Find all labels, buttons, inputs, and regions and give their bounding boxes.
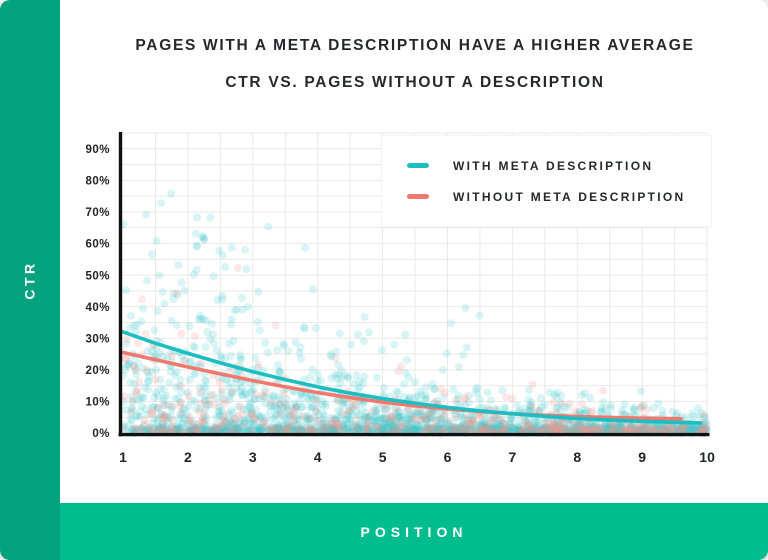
legend-label: WITH META DESCRIPTION [453,158,654,173]
trend-line-without-meta [121,350,683,421]
chart-title: PAGES WITH A META DESCRIPTION HAVE A HIG… [70,27,760,101]
x-tick-label: 7 [509,449,517,465]
legend: WITH META DESCRIPTION WITHOUT META DESCR… [381,135,712,227]
legend-item-with-meta: WITH META DESCRIPTION [407,159,711,173]
x-tick-label: 9 [638,449,646,465]
x-tick-label: 2 [184,449,192,465]
y-tick-labels: 0% 10% 20% 30% 40% 50% 60% 70% 80% 90% [85,144,110,440]
y-tick-label: 60% [85,239,110,251]
x-tick-label: 5 [379,449,387,465]
y-axis-band [0,0,60,560]
y-axis-title: CTR [0,0,60,560]
x-tick-label: 8 [573,449,581,465]
x-tick-label: 3 [249,449,257,465]
chart-title-line1: PAGES WITH A META DESCRIPTION HAVE A HIG… [135,37,695,54]
y-tick-label: 80% [85,176,110,188]
y-tick-label: 10% [85,397,110,409]
scatter-plot: 1 2 3 4 5 6 7 8 9 10 0% 10% 20% 30% 40% 50% 60% 70% 80% 90% [85,132,715,465]
y-axis-title-text: CTR [22,260,38,300]
x-tick-label: 4 [314,449,322,465]
chart-title-line2: CTR VS. PAGES WITHOUT A DESCRIPTION [225,74,605,91]
scatter-dots-with-meta [119,189,711,437]
x-axis-title-text: POSITION [360,523,468,540]
y-tick-label: 50% [85,270,110,282]
without-meta-line-swatch [407,194,429,199]
y-tick-label: 20% [85,365,110,377]
with-meta-line-swatch [407,163,429,168]
legend-label: WITHOUT META DESCRIPTION [453,189,686,204]
x-axis-band: POSITION [60,503,768,560]
x-tick-labels: 1 2 3 4 5 6 7 8 9 10 [119,449,715,465]
trend-line-with-meta [121,330,703,425]
y-tick-label: 70% [85,207,110,219]
x-tick-label: 6 [444,449,452,465]
y-tick-label: 40% [85,302,110,314]
y-tick-label: 0% [92,428,110,440]
x-tick-label: 1 [119,449,127,465]
x-tick-label: 10 [699,449,715,465]
y-tick-label: 90% [85,144,110,156]
y-tick-label: 30% [85,333,110,345]
legend-item-without-meta: WITHOUT META DESCRIPTION [407,190,711,204]
